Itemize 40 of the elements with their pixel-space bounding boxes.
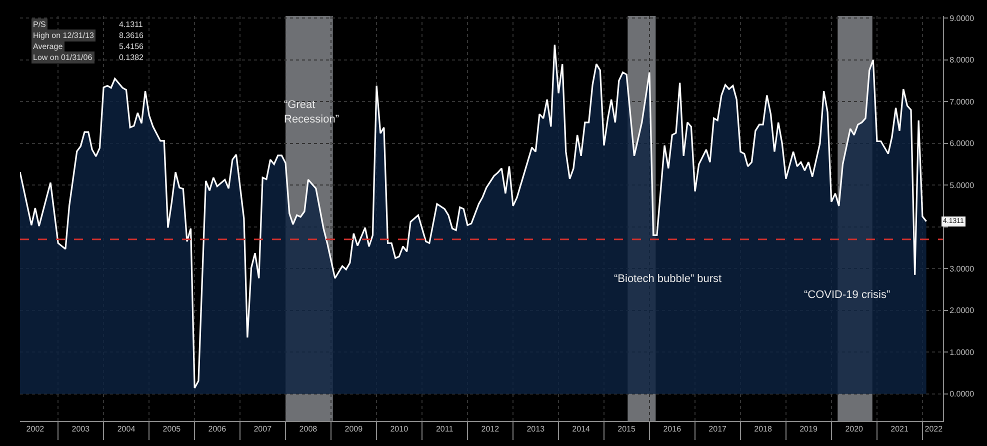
y-tick-label: 6.0000: [950, 139, 975, 148]
x-tick-label: 2006: [208, 424, 227, 434]
x-tick-label: 2012: [481, 424, 500, 434]
x-tick-label: 2019: [800, 424, 818, 434]
y-tick-label: 5.0000: [950, 180, 975, 190]
annotation: 5.4156: [119, 42, 144, 51]
x-tick-label: 2013: [526, 424, 546, 434]
annotation: High on 12/31/13: [33, 31, 94, 40]
x-tick-label: 2020: [845, 424, 864, 434]
y-tick-label: 3.0000: [950, 264, 975, 274]
y-tick-label: 1.0000: [950, 348, 975, 357]
x-tick-label: 2004: [117, 424, 136, 434]
x-tick-label: 2014: [572, 424, 591, 434]
y-tick-label: 0.0000: [950, 390, 975, 399]
x-tick-label: 2011: [436, 424, 454, 434]
band-label: “COVID-19 crisis”: [804, 289, 891, 301]
y-tick-label: 9.0000: [950, 14, 975, 23]
x-tick-label: 2005: [162, 424, 182, 434]
x-tick-label: 2010: [390, 424, 409, 434]
x-tick-label: 2007: [254, 424, 272, 434]
x-tick-label: 2022: [924, 424, 944, 434]
x-tick-label: 2003: [72, 424, 90, 434]
x-tick-label: 2015: [618, 424, 636, 434]
y-tick-label: 2.0000: [950, 306, 975, 316]
annotation: Low on 01/31/06: [33, 53, 93, 62]
y-tick-label: 8.0000: [950, 56, 975, 65]
x-tick-label: 2009: [344, 424, 364, 434]
x-tick-label: 2021: [890, 424, 909, 434]
annotation: P/S: [33, 20, 46, 29]
y-tick-label: 7.0000: [950, 97, 975, 106]
x-tick-label: 2017: [708, 424, 728, 434]
annotation: 8.3616: [119, 31, 144, 40]
x-tick-label: 2016: [663, 424, 682, 434]
band-label: “Biotech bubble” burst: [614, 273, 722, 285]
annotation: 4.1311: [119, 20, 144, 29]
annotation: Average: [33, 42, 64, 51]
x-tick-label: 2018: [754, 424, 772, 434]
annotation: 0.1382: [119, 53, 144, 62]
x-tick-label: 2002: [26, 424, 45, 434]
x-tick-label: 2008: [299, 424, 318, 434]
